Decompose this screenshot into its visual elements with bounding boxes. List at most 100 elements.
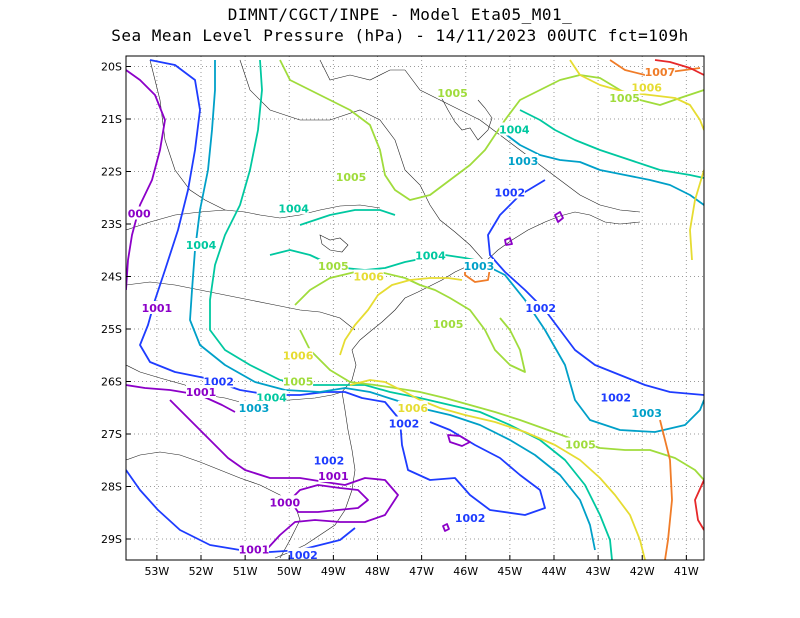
state-border-4 [239, 59, 486, 263]
contour-label-bg [313, 453, 344, 467]
state-border-6 [319, 59, 405, 81]
contour-1002-low-1 [447, 434, 471, 447]
state-border-3 [149, 59, 226, 211]
lon-tick-label: 48W [365, 565, 390, 578]
contour-1002-west [139, 59, 546, 516]
contour-label-bg [600, 390, 631, 404]
lon-tick-label: 46W [453, 565, 478, 578]
state-border-1 [126, 204, 381, 231]
contour-label: 1001 [239, 544, 270, 557]
contour-label: 1005 [318, 260, 349, 273]
contour-label-bg [203, 374, 234, 388]
contour-1002-low-4 [504, 237, 513, 246]
contour-label-bg [433, 316, 464, 330]
lat-tick-label: 21S [101, 113, 122, 126]
coastline-south [274, 391, 356, 559]
lon-tick-label: 51W [233, 565, 258, 578]
contour-label: 1005 [283, 376, 314, 389]
contour-label-bg [388, 416, 419, 430]
contour-label-bg [415, 248, 446, 262]
contour-label: 1003 [631, 407, 662, 420]
contour-1001-south [169, 399, 399, 549]
coastline [126, 211, 641, 403]
contour-label-bg [609, 91, 640, 104]
axis-ticks: 20S 21S 22S 23S 24S 25S 26S 27S 28S 29S 53W 52W 51W 5… [101, 61, 699, 579]
contour-label: 1002 [287, 549, 318, 562]
contour-1002-east [487, 179, 704, 396]
plot-frame [125, 55, 705, 561]
contour-label-bg [565, 437, 596, 451]
contour-label-bg [397, 400, 428, 414]
contour-label: 1005 [433, 318, 464, 331]
lat-tick-label: 20S [101, 61, 122, 74]
contour-label-bg [494, 185, 525, 199]
contour-label: 1005 [565, 439, 596, 452]
contour-label: 1002 [389, 418, 420, 431]
contour-label: 000 [128, 208, 151, 221]
contour-1003-east [499, 129, 704, 206]
contour-1007-se [659, 419, 673, 560]
contour-label-bg [186, 238, 217, 251]
contour-1004-ne [519, 109, 704, 179]
lon-tick-label: 44W [542, 565, 567, 578]
contour-label: 1002 [495, 187, 526, 200]
contour-1006-south [349, 379, 646, 560]
contour-label: 1005 [336, 171, 367, 184]
contour-label: 1006 [353, 271, 384, 284]
contour-label-bg [644, 64, 675, 78]
contour-1006-east [689, 169, 704, 261]
contour-1006-ne [569, 59, 704, 131]
contour-label: 1004 [499, 124, 530, 137]
pressure-contours [126, 59, 704, 560]
contour-1000-west [126, 69, 166, 291]
contour-label-bg [631, 80, 662, 94]
contour-label: 1007 [645, 66, 676, 79]
contour-1003-coast [484, 264, 704, 433]
title-line-1: DIMNT/CGCT/INPE - Model Eta05_M01_ [227, 5, 573, 24]
contour-1004-mid [269, 249, 486, 271]
contour-label: 1004 [186, 239, 217, 252]
contour-label: 1002 [600, 391, 631, 404]
lat-tick-label: 28S [101, 481, 122, 494]
contour-label: 1002 [314, 454, 345, 467]
contour-1005-south [299, 329, 704, 481]
contour-label-bg [455, 511, 486, 524]
contour-label-bg [353, 269, 384, 283]
contour-label-bg [318, 469, 349, 482]
contour-label-bg [499, 122, 530, 136]
river-network [439, 94, 493, 141]
contour-labels: 1007 1006 1005 1005 1004 1003 1005 1002 1004 000 1… [124, 64, 676, 562]
lon-tick-label: 45W [497, 565, 522, 578]
contour-label-bg [525, 301, 556, 314]
contour-label: 1001 [186, 386, 217, 399]
contour-1008-se [694, 479, 704, 531]
contour-label-bg [463, 259, 494, 272]
contour-label-bg [287, 547, 318, 561]
coastline-borders [126, 59, 641, 559]
contour-label-bg [318, 259, 349, 272]
lon-tick-label: 43W [586, 565, 611, 578]
contour-1004-west [209, 59, 613, 560]
contour-label: 1002 [525, 302, 556, 315]
lat-tick-label: 29S [101, 533, 122, 546]
contour-1002-low-3 [442, 523, 450, 532]
lon-tick-label: 41W [674, 565, 699, 578]
contour-label-bg [631, 406, 662, 419]
contour-label-bg [283, 348, 314, 362]
lon-tick-label: 47W [409, 565, 434, 578]
lat-tick-label: 23S [101, 218, 122, 231]
lat-tick-label: 24S [101, 271, 122, 284]
contour-label: 1002 [455, 512, 486, 525]
contour-label-bg [508, 154, 539, 167]
contour-1005-mid [294, 271, 526, 373]
contour-1008-ne [654, 59, 704, 76]
contour-label-bg [269, 495, 300, 509]
contour-label: 1003 [239, 402, 270, 415]
contour-label-bg [437, 85, 468, 99]
contour-label: 1005 [437, 87, 468, 100]
contour-label-bg [141, 301, 172, 314]
contour-label: 1006 [397, 402, 428, 415]
lon-tick-label: 50W [277, 565, 302, 578]
contour-1006-mid [339, 277, 463, 356]
